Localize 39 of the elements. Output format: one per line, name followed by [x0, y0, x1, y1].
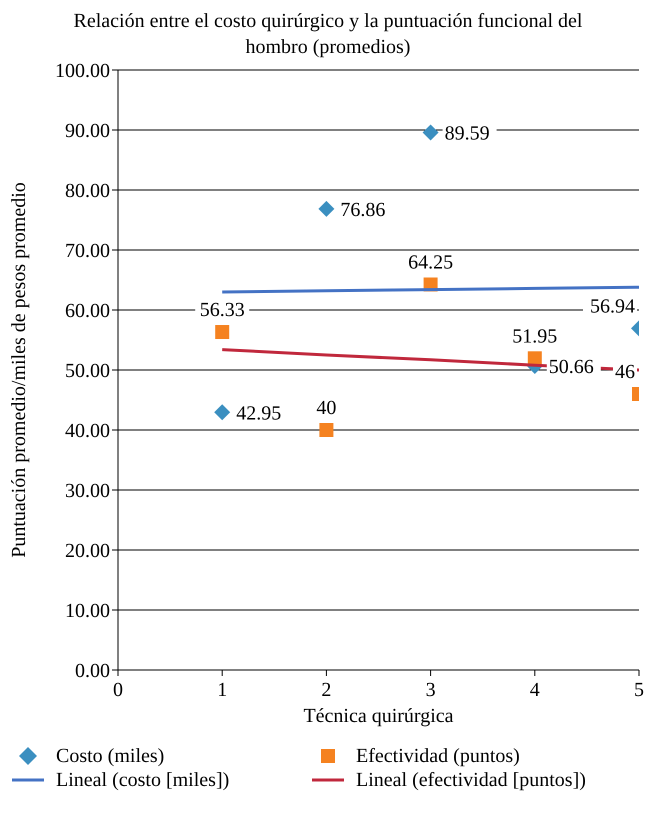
x-tick-label: 1: [217, 679, 228, 701]
legend-label: Efectividad (puntos): [356, 744, 520, 768]
point: [319, 423, 334, 437]
data-label: 56.94: [590, 295, 635, 318]
point: [318, 200, 334, 217]
chart-title: Relación entre el costo quirúrgico y la puntuación funcional del hombro (promedios): [72, 9, 584, 60]
x-axis-title: Técnica quirúrgica: [303, 705, 454, 727]
y-tick-label: 90.00: [65, 120, 110, 142]
data-label: 89.59: [444, 122, 490, 144]
point: [214, 404, 230, 420]
y-axis-title: Puntuación promedio/miles de pesos promedio: [8, 182, 30, 558]
data-label: 42.95: [236, 402, 282, 424]
x-tick-label: 3: [426, 679, 436, 701]
data-label: 46: [615, 361, 635, 383]
data-label: 51.95: [512, 325, 558, 348]
data-label: 50.66: [548, 356, 594, 378]
y-tick-label: 40.00: [65, 420, 110, 442]
legend-label: Costo (miles): [56, 744, 164, 768]
y-tick-label: 0.00: [75, 660, 110, 682]
data-label: 76.86: [340, 198, 386, 221]
x-tick-label: 4: [530, 679, 540, 701]
y-tick-label: 30.00: [65, 480, 110, 502]
y-tick-label: 80.00: [65, 180, 110, 202]
y-tick-label: 20.00: [65, 540, 110, 562]
point: [422, 124, 439, 140]
y-tick-label: 100.00: [55, 60, 110, 82]
data-label: 56.33: [200, 299, 245, 322]
y-tick-label: 10.00: [65, 600, 110, 622]
y-tick-label: 50.00: [65, 360, 110, 382]
data-label: 64.25: [408, 252, 454, 274]
point: [215, 325, 230, 340]
data-label: 40: [316, 397, 336, 419]
x-tick-label: 0: [113, 679, 123, 701]
y-tick-label: 70.00: [65, 240, 110, 262]
x-tick-label: 5: [634, 679, 644, 701]
x-tick-label: 2: [321, 679, 332, 701]
legend-label: Lineal (costo [miles]): [56, 768, 230, 792]
y-tick-label: 60.00: [65, 300, 110, 322]
legend-label: Lineal (efectividad [puntos]): [356, 768, 586, 792]
